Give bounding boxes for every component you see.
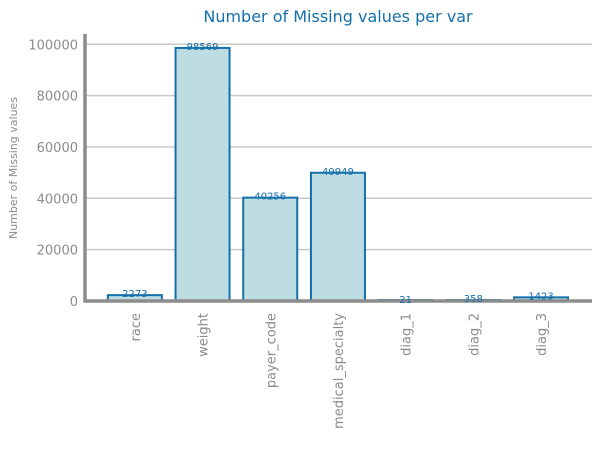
y-tick-label: 80000 <box>37 90 78 105</box>
bar-medical-specialty <box>309 171 366 302</box>
value-label: 2273 <box>122 289 147 300</box>
bar-payer-code <box>242 196 299 303</box>
x-tick-label: diag_2 <box>467 313 482 356</box>
grid-lines <box>85 43 592 251</box>
x-tick-label: medical_specialty <box>332 313 347 429</box>
value-label: 358 <box>464 294 483 305</box>
y-tick-label: 40000 <box>37 192 78 207</box>
y-tick-label: 0 <box>70 295 78 310</box>
y-tick-label: 20000 <box>37 244 78 259</box>
value-label: 1423 <box>528 291 553 302</box>
x-tick-label: weight <box>197 313 212 357</box>
x-tick-label: diag_3 <box>535 313 550 356</box>
x-tick-labels: race weight payer_code medical_specialty dia… <box>129 313 550 429</box>
chart-title: Number of Missing values per var <box>203 7 473 26</box>
x-tick-label: payer_code <box>264 313 279 388</box>
value-label: 21 <box>399 295 412 306</box>
value-label: 49949 <box>322 167 354 178</box>
x-tick-label: diag_1 <box>400 313 415 356</box>
y-tick-label: 100000 <box>28 38 78 53</box>
value-label: 98569 <box>187 42 219 53</box>
y-tick-label: 60000 <box>37 141 78 156</box>
bar-weight <box>174 46 231 302</box>
y-axis-label: Number of Missing values <box>7 97 20 239</box>
value-labels: 2273 98569 40256 49949 21 358 1423 <box>122 42 554 306</box>
x-tick-label: race <box>129 313 144 341</box>
axes <box>83 34 592 303</box>
value-label: 40256 <box>254 192 286 203</box>
y-tick-labels: 0 20000 40000 60000 80000 100000 <box>28 38 78 310</box>
